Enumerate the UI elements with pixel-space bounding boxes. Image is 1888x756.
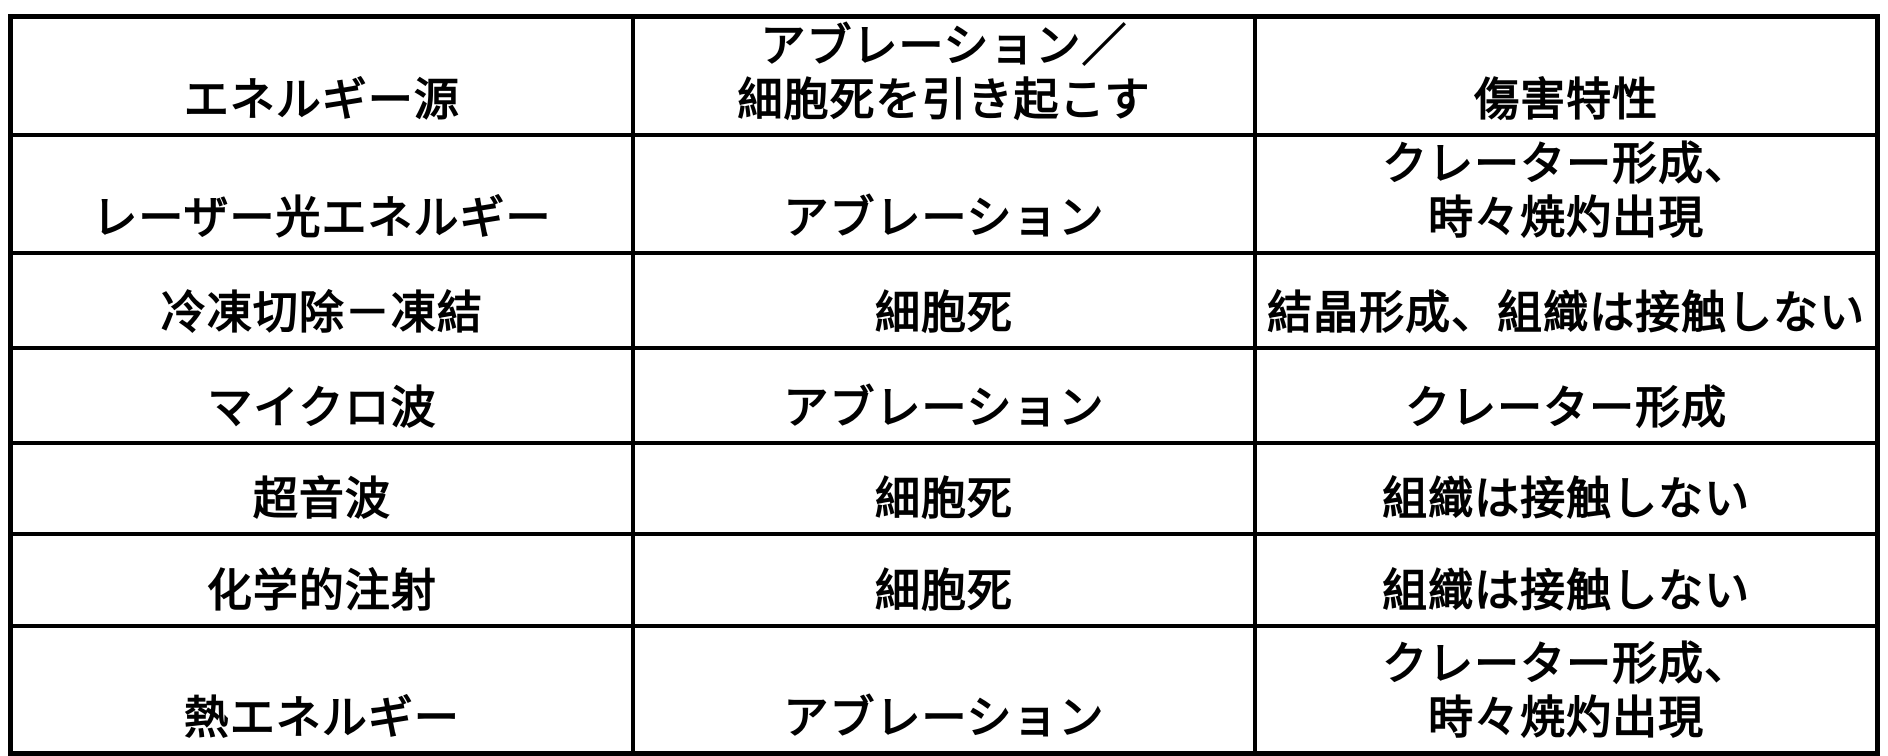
cell-injury: 組織は接触しない	[1253, 441, 1880, 536]
cell-mechanism: アブレーション	[630, 624, 1258, 755]
cell-mechanism: 細胞死	[630, 251, 1258, 350]
cell-injury: 組織は接触しない	[1253, 532, 1880, 628]
cell-energy-source: 超音波	[8, 441, 635, 536]
cell-injury: 結晶形成、組織は接触しない	[1253, 251, 1880, 350]
table-row: レーザー光エネルギー アブレーション クレーター形成、 時々焼灼出現	[8, 133, 1880, 255]
table-row: 熱エネルギー アブレーション クレーター形成、 時々焼灼出現	[8, 624, 1880, 755]
table-container: エネルギー源 アブレーション／ 細胞死を引き起こす 傷害特性 レーザー光エネルギ…	[8, 14, 1880, 756]
cell-energy-source: 化学的注射	[8, 532, 635, 628]
table-row: 冷凍切除－凍結 細胞死 結晶形成、組織は接触しない	[8, 251, 1880, 350]
cell-energy-source: レーザー光エネルギー	[8, 133, 635, 255]
cell-mechanism: 細胞死	[630, 532, 1258, 628]
header-cell-injury-characteristics: 傷害特性	[1253, 14, 1880, 137]
cell-energy-source: 冷凍切除－凍結	[8, 251, 635, 350]
header-cell-ablation-cell-death: アブレーション／ 細胞死を引き起こす	[630, 14, 1258, 137]
cell-mechanism: アブレーション	[630, 346, 1258, 445]
cell-mechanism: アブレーション	[630, 133, 1258, 255]
cell-injury: クレーター形成	[1253, 346, 1880, 445]
cell-injury: クレーター形成、 時々焼灼出現	[1253, 624, 1880, 755]
header-cell-energy-source: エネルギー源	[8, 14, 635, 137]
cell-injury: クレーター形成、 時々焼灼出現	[1253, 133, 1880, 255]
cell-mechanism: 細胞死	[630, 441, 1258, 536]
energy-source-table: エネルギー源 アブレーション／ 細胞死を引き起こす 傷害特性 レーザー光エネルギ…	[8, 14, 1880, 756]
table-row: マイクロ波 アブレーション クレーター形成	[8, 346, 1880, 445]
table-row: 超音波 細胞死 組織は接触しない	[8, 441, 1880, 536]
table-header-row: エネルギー源 アブレーション／ 細胞死を引き起こす 傷害特性	[8, 14, 1880, 137]
cell-energy-source: 熱エネルギー	[8, 624, 635, 755]
cell-energy-source: マイクロ波	[8, 346, 635, 445]
table-row: 化学的注射 細胞死 組織は接触しない	[8, 532, 1880, 628]
